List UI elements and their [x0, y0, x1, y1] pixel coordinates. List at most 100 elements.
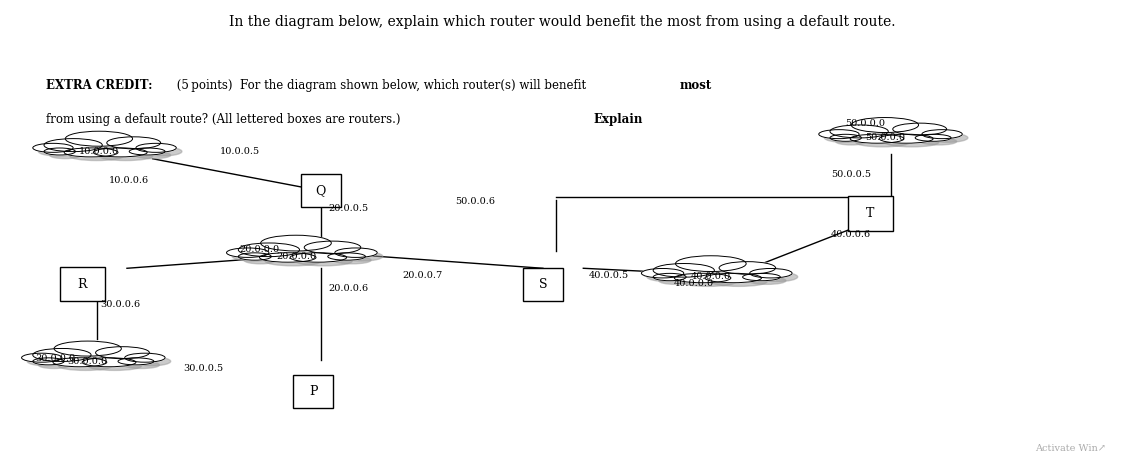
Text: 40.0.0.0: 40.0.0.0	[674, 279, 714, 288]
Ellipse shape	[851, 118, 918, 133]
Text: 10.0.0.5: 10.0.0.5	[220, 146, 260, 156]
Ellipse shape	[305, 241, 361, 254]
Ellipse shape	[290, 253, 346, 262]
Ellipse shape	[341, 252, 383, 261]
Ellipse shape	[266, 239, 337, 255]
Ellipse shape	[674, 273, 731, 283]
Text: 50.0.0.6: 50.0.0.6	[455, 197, 496, 206]
Ellipse shape	[38, 147, 79, 156]
Ellipse shape	[855, 138, 909, 147]
Text: 40.0.0.6: 40.0.0.6	[831, 230, 871, 239]
Ellipse shape	[659, 277, 691, 285]
Ellipse shape	[824, 133, 864, 142]
Ellipse shape	[835, 129, 894, 141]
Text: from using a default route? (All lettered boxes are routers.): from using a default route? (All lettere…	[46, 113, 413, 126]
Ellipse shape	[642, 269, 683, 278]
Ellipse shape	[265, 257, 321, 266]
Ellipse shape	[64, 148, 118, 157]
Ellipse shape	[647, 272, 689, 281]
Text: 40.0.0.5: 40.0.0.5	[589, 271, 629, 280]
Ellipse shape	[118, 358, 154, 365]
Ellipse shape	[49, 142, 108, 155]
Ellipse shape	[915, 134, 951, 141]
Ellipse shape	[659, 267, 720, 281]
Text: 20.0.0.0: 20.0.0.0	[239, 245, 279, 254]
FancyBboxPatch shape	[523, 268, 563, 301]
Ellipse shape	[125, 353, 165, 362]
Ellipse shape	[60, 345, 127, 360]
Ellipse shape	[49, 151, 81, 159]
Text: 30.0.0.6: 30.0.0.6	[100, 300, 140, 309]
Ellipse shape	[96, 347, 149, 358]
Ellipse shape	[750, 269, 792, 278]
Ellipse shape	[107, 137, 161, 149]
Ellipse shape	[142, 147, 182, 156]
Text: 40.0.0.0: 40.0.0.0	[691, 273, 732, 281]
Ellipse shape	[680, 277, 736, 286]
Ellipse shape	[21, 353, 62, 362]
Ellipse shape	[835, 138, 867, 145]
Ellipse shape	[818, 129, 859, 139]
Text: 20.0.0.5: 20.0.0.5	[329, 203, 369, 213]
Text: 20.0.0.6: 20.0.0.6	[329, 284, 369, 293]
Ellipse shape	[830, 125, 888, 138]
Ellipse shape	[749, 277, 786, 285]
Ellipse shape	[710, 277, 767, 286]
Ellipse shape	[681, 259, 752, 275]
Ellipse shape	[335, 248, 378, 257]
Ellipse shape	[927, 133, 968, 142]
Ellipse shape	[676, 256, 746, 271]
Ellipse shape	[244, 257, 277, 264]
Ellipse shape	[296, 257, 352, 266]
Ellipse shape	[238, 243, 299, 257]
FancyBboxPatch shape	[60, 267, 105, 302]
Ellipse shape	[755, 272, 798, 281]
Ellipse shape	[850, 134, 904, 143]
Ellipse shape	[743, 274, 780, 281]
Ellipse shape	[260, 253, 316, 262]
Ellipse shape	[38, 362, 70, 369]
Ellipse shape	[101, 350, 155, 362]
Text: 10.0.0.0: 10.0.0.0	[79, 147, 119, 156]
Ellipse shape	[653, 263, 715, 277]
Ellipse shape	[135, 151, 171, 159]
Ellipse shape	[44, 139, 102, 151]
Text: Q: Q	[316, 184, 326, 197]
Ellipse shape	[725, 265, 781, 278]
Ellipse shape	[238, 253, 271, 260]
Ellipse shape	[856, 121, 924, 136]
Ellipse shape	[33, 348, 91, 361]
Ellipse shape	[129, 148, 165, 155]
Ellipse shape	[922, 129, 962, 139]
Text: Activate Win↗: Activate Win↗	[1035, 444, 1106, 453]
Ellipse shape	[233, 252, 274, 261]
Ellipse shape	[830, 134, 861, 141]
Ellipse shape	[88, 361, 142, 370]
Ellipse shape	[892, 123, 946, 135]
Text: 20.0.0.0: 20.0.0.0	[277, 252, 316, 261]
FancyBboxPatch shape	[293, 375, 334, 408]
FancyBboxPatch shape	[301, 174, 341, 207]
Ellipse shape	[130, 357, 171, 366]
Text: (5 points)  For the diagram shown below, which router(s) will benefit: (5 points) For the diagram shown below, …	[173, 79, 586, 92]
Text: 50.0.0.5: 50.0.0.5	[831, 170, 871, 179]
Ellipse shape	[65, 131, 133, 146]
Ellipse shape	[136, 143, 176, 152]
Ellipse shape	[99, 151, 153, 161]
Ellipse shape	[44, 148, 75, 155]
Ellipse shape	[244, 246, 305, 260]
Ellipse shape	[124, 362, 160, 369]
Ellipse shape	[82, 358, 136, 367]
Text: 20.0.0.7: 20.0.0.7	[402, 271, 443, 280]
Ellipse shape	[227, 248, 269, 257]
Ellipse shape	[38, 352, 97, 365]
Text: R: R	[78, 278, 87, 291]
Text: In the diagram below, explain which router would benefit the most from using a d: In the diagram below, explain which rout…	[229, 15, 895, 29]
Text: 50.0.0.0: 50.0.0.0	[864, 133, 905, 142]
Ellipse shape	[93, 148, 147, 157]
Ellipse shape	[70, 151, 124, 161]
FancyBboxPatch shape	[847, 196, 892, 230]
Ellipse shape	[261, 235, 332, 251]
Text: most: most	[680, 79, 711, 92]
Ellipse shape	[54, 341, 121, 356]
